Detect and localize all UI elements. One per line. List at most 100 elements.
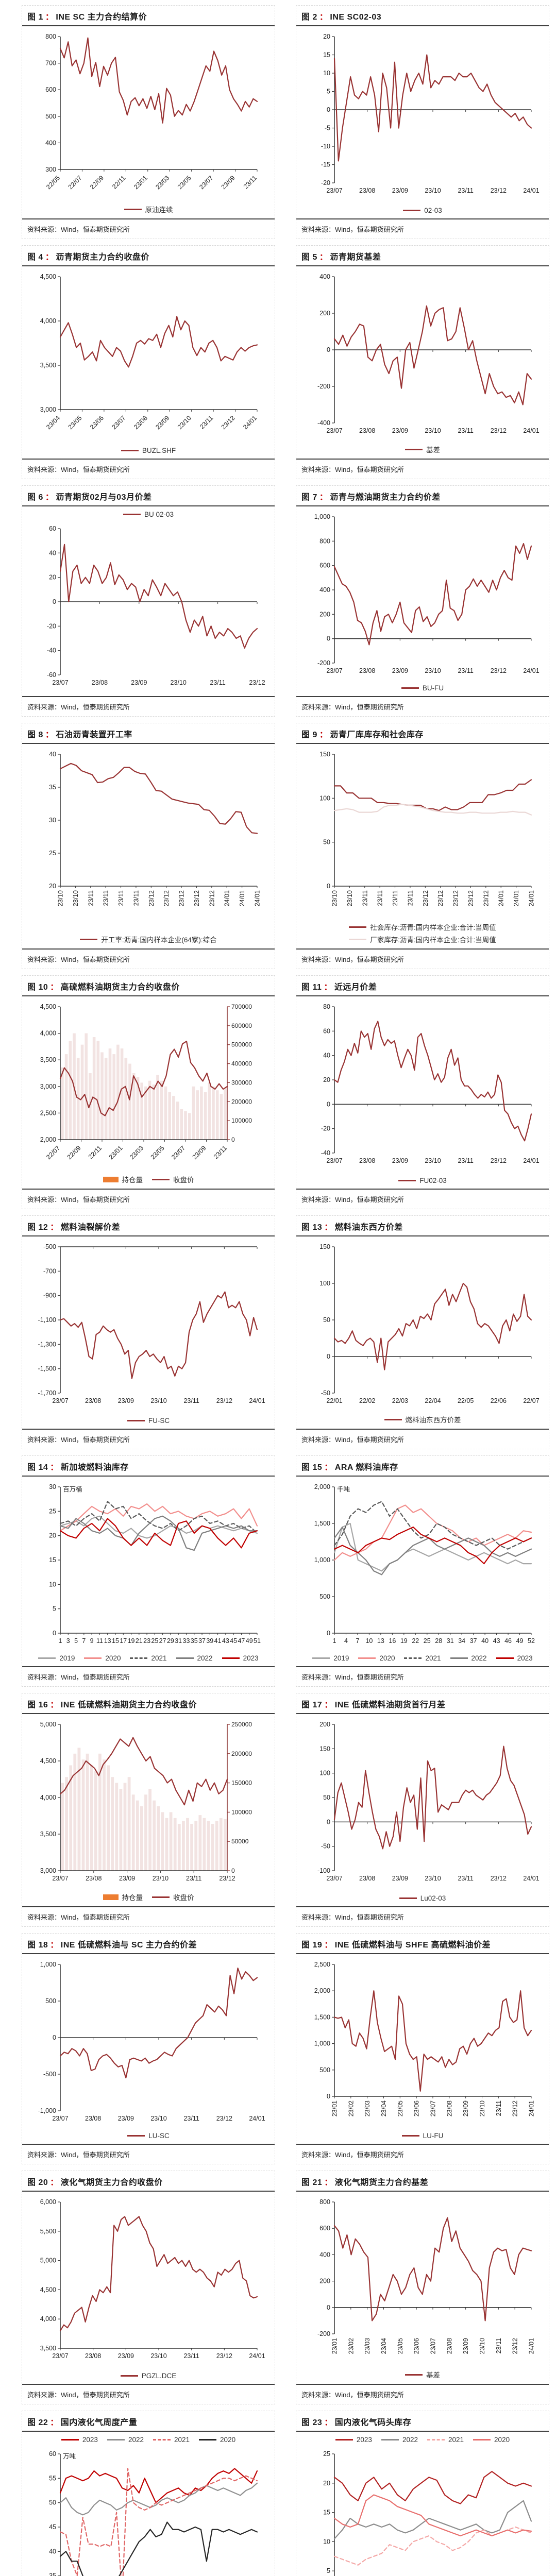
svg-text:5: 5	[327, 2567, 330, 2574]
svg-text:23/09: 23/09	[392, 187, 408, 194]
svg-text:-100: -100	[317, 1867, 330, 1874]
svg-text:23/05: 23/05	[149, 1144, 166, 1161]
svg-text:19: 19	[128, 1637, 135, 1645]
svg-text:400: 400	[319, 586, 330, 594]
svg-text:23/11: 23/11	[183, 2115, 199, 2122]
data-source-note: 资料来源：Wind，恒泰期货研究所	[22, 1189, 275, 1209]
svg-text:23/07: 23/07	[326, 667, 342, 674]
figure-title-text: INE SC 主力合约结算价	[56, 13, 147, 22]
figure-block: 图 12：燃料油裂解价差 -1,700 -1,500 -1,300 -1,100 -90…	[22, 1215, 275, 1449]
series-BUZL.SHF	[59, 316, 258, 368]
legend-swatch	[358, 1657, 376, 1659]
svg-text:-200: -200	[317, 659, 330, 667]
svg-text:600: 600	[319, 562, 330, 569]
svg-text:20: 20	[323, 33, 330, 40]
svg-text:60: 60	[49, 525, 56, 532]
svg-text:3,000: 3,000	[40, 1083, 56, 1090]
data-source-note: 资料来源：Wind，恒泰期货研究所	[296, 1906, 549, 1926]
svg-text:23/11: 23/11	[117, 890, 125, 906]
svg-text:60: 60	[49, 2450, 56, 2458]
svg-text:24/01: 24/01	[528, 890, 535, 906]
figure-title: 图 5：沥青期货基差	[296, 246, 549, 266]
svg-text:22/07: 22/07	[45, 1144, 61, 1161]
svg-text:22/09: 22/09	[89, 174, 105, 191]
figure-title-text: INE SC02-03	[330, 13, 382, 22]
figure-block: 图 10：高硫燃料油期货主力合约收盘价 0 100000 200000 300000 4…	[22, 975, 275, 1209]
svg-text:23/09: 23/09	[392, 667, 408, 674]
figure-title-text: 国内液化气周度产量	[60, 2418, 138, 2427]
legend-item: 基差	[405, 444, 440, 454]
chart-area: -400 -200 0 200 400 23/07 23/08 23/09 23/10 23/11…	[296, 266, 549, 443]
svg-text:23/08: 23/08	[85, 2352, 101, 2360]
svg-text:24/01: 24/01	[249, 2115, 265, 2122]
legend-label: 2022	[128, 2436, 144, 2444]
series-厂家库存:沥青:国内样本企业:合计:当周值	[333, 804, 532, 816]
svg-text:万吨: 万吨	[63, 2453, 76, 2460]
svg-text:1,500: 1,500	[314, 2013, 330, 2021]
legend-swatch	[405, 448, 423, 450]
svg-text:16: 16	[389, 1637, 396, 1645]
figure-title-text: INE 低硫燃料油期货首行月差	[334, 1701, 446, 1709]
legend-item: LU-FU	[401, 2132, 443, 2140]
chart-canvas: 0 500 1,000 1,500 2,000 2,500 23/01 23/02 23/03 2…	[314, 1961, 535, 2116]
svg-text:1,000: 1,000	[314, 1556, 330, 1564]
svg-text:1,000: 1,000	[40, 1961, 56, 1968]
svg-text:23/07: 23/07	[170, 1144, 187, 1161]
legend-label: 02-03	[424, 207, 442, 214]
legend-swatch	[152, 1178, 170, 1180]
figure-block: 图 15： ARA 燃料油库存 0 500 1,000 1,500 2,000 1 4 7 10 1…	[296, 1455, 549, 1687]
svg-text:23/10: 23/10	[150, 1397, 166, 1404]
series-开工率:沥青:国内样本企业(64家):综合	[59, 762, 258, 834]
legend-item: 原油连续	[124, 204, 173, 214]
title-separator: ：	[319, 493, 328, 502]
figure-title: 图 4：沥青期货主力合约收盘价	[22, 246, 275, 266]
svg-text:20: 20	[49, 883, 56, 890]
legend-item: 2022	[107, 2436, 144, 2444]
svg-text:23/08: 23/08	[446, 2338, 453, 2354]
data-source-note: 资料来源：Wind，恒泰期货研究所	[22, 1666, 275, 1686]
svg-text:23/08: 23/08	[359, 427, 375, 434]
series-社会库存:沥青:国内样本企业:合计:当周值	[333, 779, 532, 811]
svg-text:23/12: 23/12	[249, 679, 265, 686]
chart-legend: FU02-03	[296, 1176, 549, 1189]
svg-text:50: 50	[323, 1316, 330, 1324]
figure-title-text: 燃料油裂解价差	[60, 1223, 121, 1232]
figure-title: 图 6：沥青期货02月与03月价差	[22, 486, 275, 506]
chart-legend: 燃料油东西方价差	[296, 1413, 549, 1429]
figure-title: 图 1： INE SC 主力合约结算价	[22, 6, 275, 26]
svg-text:-200: -200	[317, 383, 330, 390]
legend-label: 原油连续	[145, 206, 173, 214]
svg-text:23/11: 23/11	[458, 1157, 473, 1164]
svg-text:500: 500	[319, 2066, 330, 2074]
legend-swatch	[103, 1894, 119, 1900]
svg-text:2,000: 2,000	[40, 1136, 56, 1143]
svg-text:40: 40	[481, 1637, 488, 1645]
svg-text:0: 0	[327, 106, 330, 113]
figure-number: 图 10	[27, 983, 48, 992]
svg-text:0: 0	[327, 1630, 330, 1637]
svg-text:100: 100	[319, 794, 330, 802]
svg-text:21: 21	[136, 1637, 143, 1645]
figure-number: 图 20	[27, 2178, 48, 2187]
svg-text:23/11: 23/11	[198, 414, 214, 430]
svg-text:-1,700: -1,700	[38, 1389, 56, 1397]
legend-label: 持仓量	[122, 1894, 143, 1902]
svg-text:23/03: 23/03	[154, 174, 171, 191]
svg-text:23/08: 23/08	[359, 1875, 375, 1882]
svg-text:5,000: 5,000	[40, 2257, 56, 2264]
figure-number: 图 16	[27, 1701, 48, 1709]
chart-legend: BU 02-03	[22, 506, 275, 518]
data-source-note: 资料来源：Wind，恒泰期货研究所	[296, 218, 549, 239]
chart-area: 3035404550556015913172125293337414549万吨周	[22, 2444, 275, 2576]
chart-area: -100 -50 0 50 100 150 200 23/07 23/08 23/09 23/10 2…	[296, 1714, 549, 1893]
legend-item: 2020	[473, 2436, 510, 2444]
figure-block: 图 5：沥青期货基差 -400 -200 0 200 400 23/07 23/08 23/0…	[296, 245, 549, 479]
svg-text:23/06: 23/06	[89, 414, 105, 431]
series-PGZL.DCE	[59, 2216, 258, 2331]
svg-text:250000: 250000	[231, 1721, 252, 1728]
svg-text:23/10: 23/10	[176, 414, 193, 431]
svg-text:23/10: 23/10	[57, 890, 64, 906]
data-source-note: 资料来源：Wind，恒泰期货研究所	[296, 459, 549, 479]
svg-text:30: 30	[49, 1483, 56, 1490]
legend-item: FU-SC	[127, 1417, 170, 1425]
